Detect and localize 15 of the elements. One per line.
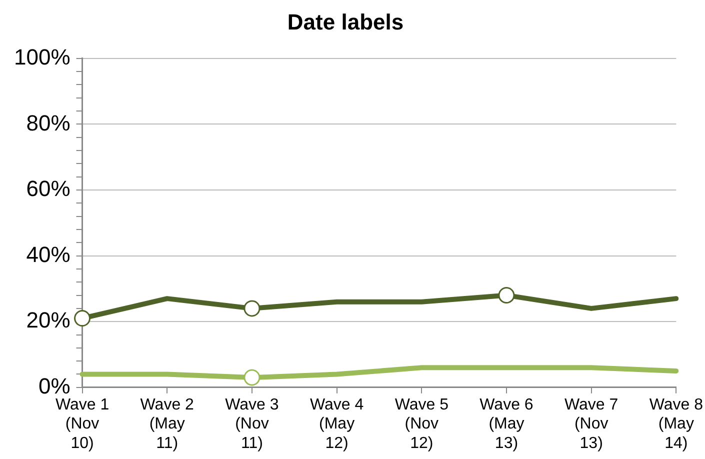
- y-tick-label: 80%: [26, 110, 70, 136]
- y-tick-label: 100%: [14, 44, 70, 70]
- y-tick-label: 60%: [26, 176, 70, 202]
- x-tick-label: Wave 7 (Nov 13): [564, 396, 618, 452]
- x-tick-label: Wave 1 (Nov 10): [55, 396, 110, 452]
- y-tick-label: 0%: [38, 373, 70, 398]
- x-tick-label: Wave 5 (Nov 12): [394, 396, 449, 452]
- x-tick-label: Wave 4 (May 12): [310, 396, 364, 452]
- x-tick-label: Wave 6 (May 13): [480, 396, 534, 452]
- chart-title: Date labels: [287, 9, 404, 34]
- y-tick-label: 40%: [26, 242, 70, 267]
- y-tick-label: 20%: [26, 308, 70, 333]
- x-tick-label: Wave 8 (May 14): [649, 396, 704, 452]
- x-tick-label: Wave 2 (May 11): [140, 396, 194, 452]
- x-tick-label: Wave 3 (Nov 11): [225, 396, 279, 452]
